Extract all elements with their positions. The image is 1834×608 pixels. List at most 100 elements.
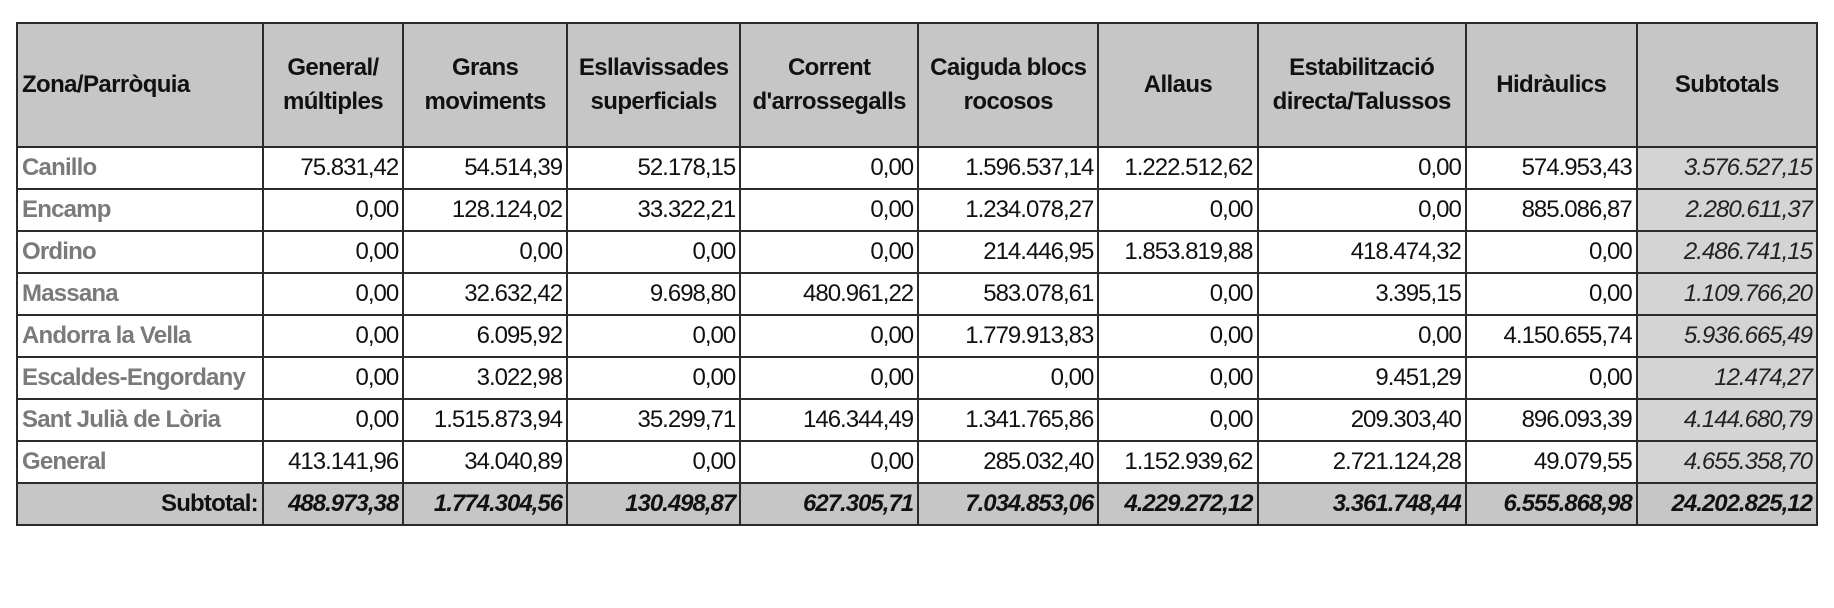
value-cell: 0,00 xyxy=(917,356,1100,400)
value-cell: 209.303,40 xyxy=(1256,398,1467,442)
row-subtotal-cell: 4.655.358,70 xyxy=(1635,440,1819,484)
column-header: Corrent d'arrossegalls xyxy=(739,22,920,148)
column-total-cell: 7.034.853,06 xyxy=(917,482,1100,526)
table-row: General 413.141,96 34.040,89 0,00 0,00 285.03… xyxy=(16,440,1819,484)
table-row: Ordino 0,00 0,00 0,00 0,00 214.446,95 1.853.81… xyxy=(16,230,1819,274)
column-total-cell: 488.973,38 xyxy=(261,482,405,526)
subtotal-row: Subtotal: 488.973,38 1.774.304,56 130.498,8… xyxy=(16,482,1819,526)
value-cell: 0,00 xyxy=(261,272,405,316)
value-cell: 75.831,42 xyxy=(261,146,405,190)
column-header: Estabilització directa/Talussos xyxy=(1256,22,1467,148)
value-cell: 1.341.765,86 xyxy=(917,398,1100,442)
value-cell: 52.178,15 xyxy=(566,146,742,190)
row-subtotal-cell: 2.280.611,37 xyxy=(1635,188,1819,232)
value-cell: 0,00 xyxy=(261,230,405,274)
value-cell: 1.222.512,62 xyxy=(1097,146,1259,190)
value-cell: 0,00 xyxy=(261,314,405,358)
value-cell: 0,00 xyxy=(739,314,920,358)
zone-name-cell: Canillo xyxy=(16,146,264,190)
value-cell: 0,00 xyxy=(1464,356,1638,400)
value-cell: 3.395,15 xyxy=(1256,272,1467,316)
value-cell: 0,00 xyxy=(1464,230,1638,274)
value-cell: 6.095,92 xyxy=(402,314,569,358)
zone-name-cell: Sant Julià de Lòria xyxy=(16,398,264,442)
column-header: Hidràulics xyxy=(1464,22,1638,148)
value-cell: 1.596.537,14 xyxy=(917,146,1100,190)
column-header: Zona/Parròquia xyxy=(16,22,264,148)
row-subtotal-cell: 1.109.766,20 xyxy=(1635,272,1819,316)
value-cell: 54.514,39 xyxy=(402,146,569,190)
value-cell: 1.152.939,62 xyxy=(1097,440,1259,484)
value-cell: 0,00 xyxy=(566,356,742,400)
value-cell: 0,00 xyxy=(1256,314,1467,358)
column-header: Caiguda blocs rocosos xyxy=(917,22,1100,148)
value-cell: 583.078,61 xyxy=(917,272,1100,316)
value-cell: 0,00 xyxy=(1097,398,1259,442)
value-cell: 1.234.078,27 xyxy=(917,188,1100,232)
table-row: Sant Julià de Lòria 0,00 1.515.873,94 35.29… xyxy=(16,398,1819,442)
value-cell: 285.032,40 xyxy=(917,440,1100,484)
column-total-cell: 130.498,87 xyxy=(566,482,742,526)
row-subtotal-cell: 3.576.527,15 xyxy=(1635,146,1819,190)
value-cell: 9.451,29 xyxy=(1256,356,1467,400)
column-header: Grans moviments xyxy=(402,22,569,148)
value-cell: 1.515.873,94 xyxy=(402,398,569,442)
column-header: Allaus xyxy=(1097,22,1259,148)
value-cell: 0,00 xyxy=(1256,188,1467,232)
value-cell: 418.474,32 xyxy=(1256,230,1467,274)
value-cell: 0,00 xyxy=(566,230,742,274)
zone-name-cell: Escaldes-Engordany xyxy=(16,356,264,400)
value-cell: 0,00 xyxy=(739,188,920,232)
value-cell: 0,00 xyxy=(1464,272,1638,316)
row-subtotal-cell: 5.936.665,49 xyxy=(1635,314,1819,358)
zone-name-cell: General xyxy=(16,440,264,484)
column-header: Subtotals xyxy=(1635,22,1819,148)
value-cell: 0,00 xyxy=(261,398,405,442)
value-cell: 0,00 xyxy=(261,356,405,400)
value-cell: 885.086,87 xyxy=(1464,188,1638,232)
header-row: Zona/Parròquia General/ múltiples Grans … xyxy=(16,22,1819,148)
value-cell: 3.022,98 xyxy=(402,356,569,400)
value-cell: 0,00 xyxy=(1097,356,1259,400)
column-total-cell: 6.555.868,98 xyxy=(1464,482,1638,526)
value-cell: 574.953,43 xyxy=(1464,146,1638,190)
value-cell: 896.093,39 xyxy=(1464,398,1638,442)
value-cell: 0,00 xyxy=(739,440,920,484)
value-cell: 214.446,95 xyxy=(917,230,1100,274)
column-total-cell: 3.361.748,44 xyxy=(1256,482,1467,526)
value-cell: 0,00 xyxy=(1097,272,1259,316)
value-cell: 128.124,02 xyxy=(402,188,569,232)
value-cell: 0,00 xyxy=(261,188,405,232)
subtotal-label: Subtotal: xyxy=(16,482,264,526)
value-cell: 0,00 xyxy=(1097,188,1259,232)
row-subtotal-cell: 4.144.680,79 xyxy=(1635,398,1819,442)
zone-name-cell: Massana xyxy=(16,272,264,316)
row-subtotal-cell: 12.474,27 xyxy=(1635,356,1819,400)
table-row: Andorra la Vella 0,00 6.095,92 0,00 0,00 1.77… xyxy=(16,314,1819,358)
table-row: Massana 0,00 32.632,42 9.698,80 480.961,22 58… xyxy=(16,272,1819,316)
value-cell: 0,00 xyxy=(739,230,920,274)
zone-name-cell: Andorra la Vella xyxy=(16,314,264,358)
value-cell: 1.779.913,83 xyxy=(917,314,1100,358)
value-cell: 1.853.819,88 xyxy=(1097,230,1259,274)
value-cell: 0,00 xyxy=(566,440,742,484)
table-container: Zona/Parròquia General/ múltiples Grans … xyxy=(16,22,1819,526)
value-cell: 2.721.124,28 xyxy=(1256,440,1467,484)
value-cell: 0,00 xyxy=(566,314,742,358)
table-row: Canillo 75.831,42 54.514,39 52.178,15 0,00 1.… xyxy=(16,146,1819,190)
value-cell: 0,00 xyxy=(1256,146,1467,190)
table-body: Canillo 75.831,42 54.514,39 52.178,15 0,00 1.… xyxy=(16,146,1819,526)
value-cell: 480.961,22 xyxy=(739,272,920,316)
grand-total-cell: 24.202.825,12 xyxy=(1635,482,1819,526)
value-cell: 0,00 xyxy=(739,356,920,400)
table-row: Escaldes-Engordany 0,00 3.022,98 0,00 0,00 0,… xyxy=(16,356,1819,400)
row-subtotal-cell: 2.486.741,15 xyxy=(1635,230,1819,274)
value-cell: 49.079,55 xyxy=(1464,440,1638,484)
column-total-cell: 4.229.272,12 xyxy=(1097,482,1259,526)
column-header: Esllavissades superficials xyxy=(566,22,742,148)
zone-name-cell: Encamp xyxy=(16,188,264,232)
value-cell: 9.698,80 xyxy=(566,272,742,316)
value-cell: 33.322,21 xyxy=(566,188,742,232)
column-total-cell: 627.305,71 xyxy=(739,482,920,526)
value-cell: 34.040,89 xyxy=(402,440,569,484)
